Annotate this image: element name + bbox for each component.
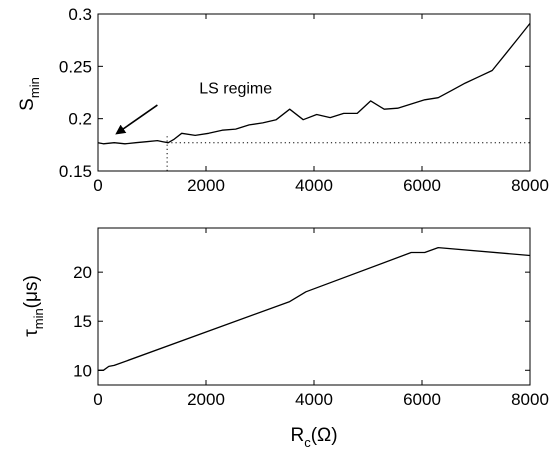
ls-regime-arrow — [115, 104, 158, 135]
smin-x-tick-label: 0 — [93, 176, 102, 195]
smin-y-axis-label: Smin — [17, 77, 42, 111]
smin-y-tick-label: 0.15 — [59, 162, 92, 181]
tau-y-tick-label: 20 — [73, 263, 92, 282]
tau-x-tick-label: 8000 — [511, 390, 549, 409]
smin-series-line — [97, 22, 531, 145]
tau-y-axis-label-units: (μs) — [21, 275, 42, 308]
smin-panel: 0 2000 4000 6000 8000 0.15 0.2 0.25 0.3 LS regim… — [17, 5, 549, 195]
smin-y-axis-label-sub: min — [27, 77, 42, 98]
ls-regime-annotation: LS regime — [199, 81, 272, 98]
tau-y-axis-label-main: τ — [21, 329, 42, 337]
tau-x-tick-label: 6000 — [403, 390, 441, 409]
tau-plot-frame — [97, 227, 531, 386]
tau-x-axis-label-units: (Ω) — [311, 425, 338, 446]
smin-x-tick-label: 2000 — [187, 176, 225, 195]
smin-plot-frame — [97, 13, 531, 172]
smin-annotations: LS regime — [115, 81, 272, 135]
tau-x-tick-label: 2000 — [187, 390, 225, 409]
tau-x-tick-label: 0 — [93, 390, 102, 409]
tau-panel: 0 2000 4000 6000 8000 10 15 20 τmin(μs) Rc(Ω) — [21, 227, 549, 450]
smin-ticks: 0 2000 4000 6000 8000 0.15 0.2 0.25 0.3 — [59, 5, 549, 195]
tau-y-tick-label: 10 — [73, 361, 92, 380]
smin-x-tick-label: 8000 — [511, 176, 549, 195]
smin-y-tick-label: 0.25 — [59, 57, 92, 76]
tau-x-axis-label: Rc(Ω) — [290, 425, 337, 450]
tau-x-axis-label-sub: c — [304, 435, 311, 450]
tau-ticks: 0 2000 4000 6000 8000 10 15 20 — [73, 228, 549, 409]
tau-x-axis-label-main: R — [290, 425, 304, 446]
smin-x-tick-label: 4000 — [295, 176, 333, 195]
smin-x-tick-label: 6000 — [403, 176, 441, 195]
tau-x-tick-label: 4000 — [295, 390, 333, 409]
tau-y-axis-label: τmin(μs) — [21, 275, 46, 337]
tau-y-tick-label: 15 — [73, 312, 92, 331]
smin-y-axis-label-main: S — [17, 98, 38, 111]
smin-y-tick-label: 0.3 — [68, 5, 92, 24]
tau-series-line — [98, 246, 531, 371]
smin-y-tick-label: 0.2 — [68, 110, 92, 129]
smin-series — [97, 22, 531, 171]
tau-series — [98, 246, 531, 371]
tau-y-axis-label-sub: min — [31, 308, 46, 329]
